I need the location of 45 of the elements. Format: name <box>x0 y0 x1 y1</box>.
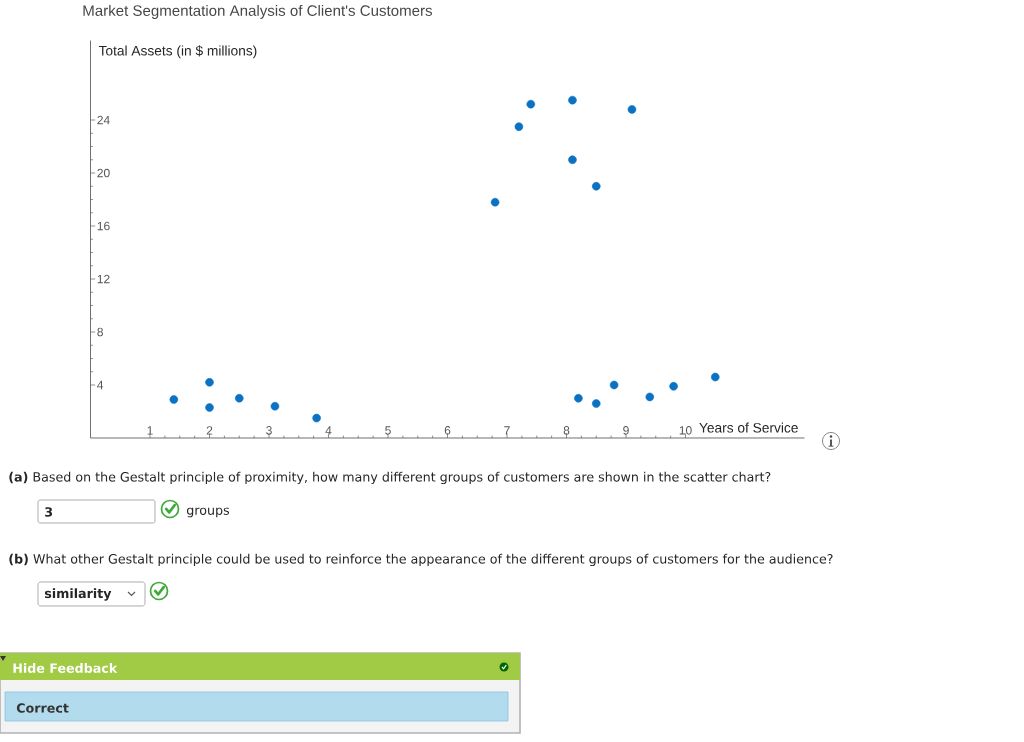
y-axis-title: Total Assets (in $ millions) <box>98 45 257 59</box>
text: (a) Based on the Gestalt principle of proximity, how many different groups of customers are shown in the scatter chart? <box>9 471 771 485</box>
point <box>591 399 601 408</box>
point <box>490 197 500 207</box>
y-tick-label: 8 <box>97 327 103 337</box>
point <box>591 182 601 191</box>
point <box>568 155 577 165</box>
point <box>312 413 321 423</box>
point <box>574 393 583 403</box>
text: Hide Feedback <box>13 663 118 673</box>
point <box>234 393 244 403</box>
y-tick-label: 24 <box>97 115 110 125</box>
text: 3 <box>45 507 53 517</box>
chart-title: Market Segmentation Analysis of Client's Customers <box>83 4 433 19</box>
point <box>514 122 524 131</box>
point <box>169 395 179 404</box>
x-tick-label: 5 <box>385 426 391 435</box>
point <box>205 403 214 412</box>
x-tick-label: 2 <box>206 426 213 435</box>
point <box>669 382 678 391</box>
x-tick-label: 4 <box>325 426 332 435</box>
x-tick-label: 1 <box>147 426 153 435</box>
text: Correct <box>16 703 69 713</box>
text: (b) What other Gestalt principle could be used to reinforce the appearance of the different groups of customers for the audience? <box>9 553 833 567</box>
text: groups <box>186 507 230 518</box>
x-tick-label: 6 <box>444 426 451 435</box>
y-tick-label: 4 <box>97 380 104 390</box>
y-tick-label: 20 <box>97 168 110 178</box>
point <box>609 380 619 390</box>
x-axis-title: Years of Service <box>699 422 798 433</box>
point <box>710 372 720 382</box>
x-tick-label: 7 <box>504 426 510 435</box>
x-tick-label: 8 <box>563 426 570 435</box>
text: similarity <box>44 588 112 601</box>
point <box>526 99 536 109</box>
y-tick-label: 12 <box>97 274 110 284</box>
x-tick-label: 10 <box>679 426 692 435</box>
point <box>270 401 280 411</box>
point <box>627 105 637 114</box>
point <box>645 392 655 402</box>
point <box>205 378 214 387</box>
y-tick-label: 16 <box>97 221 110 231</box>
x-tick-label: 9 <box>623 426 629 435</box>
point <box>568 95 577 105</box>
x-tick-label: 3 <box>266 426 272 435</box>
